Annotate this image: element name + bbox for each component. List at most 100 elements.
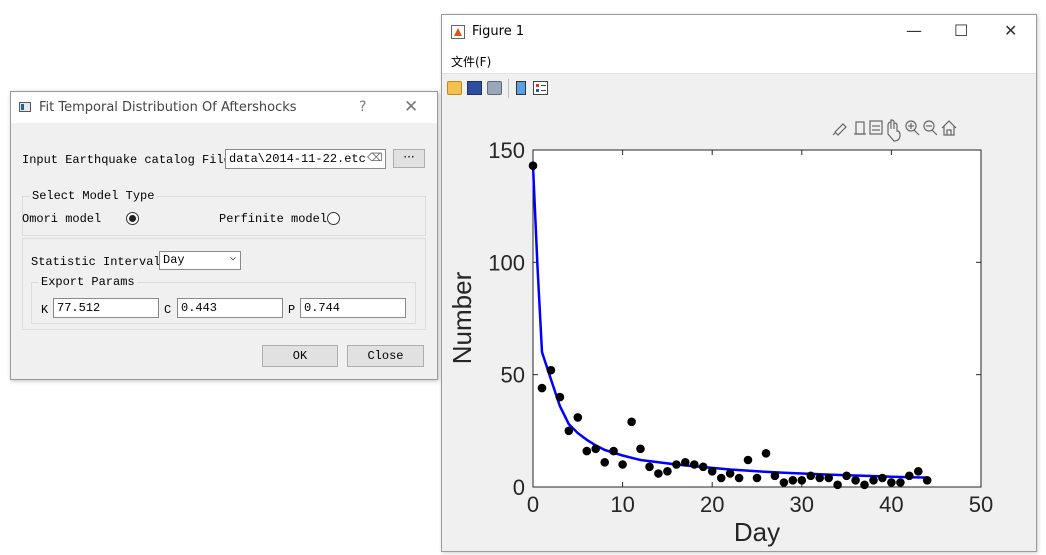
c-label: C — [164, 303, 172, 317]
data-point — [922, 476, 932, 485]
print-icon[interactable] — [487, 81, 502, 95]
matlab-icon — [451, 25, 465, 39]
data-point — [869, 476, 878, 485]
maximize-button[interactable]: ☐ — [954, 21, 969, 40]
data-point — [770, 471, 780, 481]
tick-group: 0 10 20 30 40 50 0 50 100 150 — [488, 138, 993, 517]
axes-toolbar — [832, 119, 957, 142]
y-tick-label: 100 — [488, 250, 525, 275]
data-point — [833, 480, 842, 490]
y-tick-label: 0 — [513, 475, 525, 500]
omori-radio[interactable] — [126, 212, 139, 225]
data-point — [743, 455, 753, 465]
data-point — [618, 460, 627, 469]
data-point — [681, 458, 690, 467]
chart[interactable]: 0 10 20 30 40 50 0 50 100 150 Day Number — [442, 104, 1036, 551]
data-point — [645, 462, 654, 472]
data-point — [815, 473, 824, 483]
pan-list-icon[interactable] — [869, 120, 883, 135]
help-button[interactable]: ? — [359, 99, 367, 115]
data-point — [851, 476, 860, 485]
model-type-group — [22, 196, 426, 236]
y-axis-label: Number — [447, 271, 477, 364]
fit-curve — [531, 165, 928, 479]
data-point — [555, 392, 565, 402]
close-button[interactable]: Close — [347, 345, 424, 367]
home-icon[interactable] — [941, 120, 957, 136]
app-icon — [19, 102, 31, 112]
c-input[interactable]: 0.443 — [177, 298, 283, 318]
data-point — [860, 480, 869, 490]
data-point — [698, 462, 708, 472]
interval-label: Statistic Interval — [31, 255, 161, 269]
figure-titlebar[interactable]: Figure 1 — ☐ ✕ — [442, 15, 1036, 47]
x-tick-label: 10 — [610, 492, 634, 517]
export-params-label: Export Params — [39, 275, 137, 289]
data-point — [788, 476, 798, 485]
data-point — [878, 473, 887, 483]
data-point — [663, 467, 672, 476]
perfinite-radio[interactable] — [327, 212, 340, 225]
save-icon[interactable] — [467, 81, 482, 95]
data-point — [627, 417, 636, 427]
figure-window: Figure 1 — ☐ ✕ 文件(F) — [441, 14, 1037, 552]
data-point — [896, 478, 905, 487]
data-point — [707, 467, 717, 476]
data-point — [537, 383, 547, 393]
p-input[interactable]: 0.744 — [300, 298, 406, 318]
data-point — [761, 449, 771, 458]
x-tick-label: 50 — [969, 492, 993, 517]
brush-icon[interactable] — [832, 123, 847, 136]
y-tick-label: 50 — [501, 363, 525, 388]
perfinite-label: Perfinite model — [219, 212, 328, 226]
browse-button[interactable]: ··· — [393, 149, 425, 168]
data-point — [716, 473, 726, 483]
menu-file[interactable]: 文件(F) — [451, 55, 492, 69]
figure-title: Figure 1 — [472, 24, 525, 39]
legend-icon[interactable] — [533, 81, 548, 95]
ok-button[interactable]: OK — [262, 345, 338, 367]
zoom-in-icon[interactable] — [905, 120, 920, 136]
menu-bar: 文件(F) — [442, 48, 1036, 70]
figure-toolbar — [442, 73, 1036, 105]
interval-select[interactable]: Day ⌵ — [159, 251, 241, 270]
file-path-input[interactable]: data\2014-11-22.etc — [225, 149, 386, 169]
k-label: K — [41, 303, 49, 317]
x-tick-label: 20 — [700, 492, 724, 517]
dialog-titlebar[interactable]: Fit Temporal Distribution Of Aftershocks… — [11, 92, 437, 123]
dialog-close-button[interactable]: ✕ — [404, 97, 419, 117]
minimize-button[interactable]: — — [906, 21, 922, 40]
y-tick-label: 150 — [488, 138, 525, 163]
file-path-value: data\2014-11-22.etc — [229, 152, 366, 166]
data-point — [636, 444, 645, 454]
pan-icon[interactable] — [887, 119, 901, 142]
x-axis-label: Day — [734, 517, 780, 547]
data-point — [546, 365, 556, 375]
k-input[interactable]: 77.512 — [53, 298, 159, 318]
fit-dialog: Fit Temporal Distribution Of Aftershocks… — [10, 91, 438, 380]
figure-close-button[interactable]: ✕ — [1004, 21, 1018, 40]
data-point — [725, 469, 735, 478]
p-value: 0.744 — [304, 301, 341, 315]
data-point — [806, 471, 816, 481]
input-file-label: Input Earthquake catalog File — [22, 153, 231, 167]
model-type-label: Select Model Type — [30, 189, 157, 203]
c-value: 0.443 — [181, 301, 218, 315]
datatip-icon[interactable] — [854, 121, 866, 135]
data-point — [842, 471, 851, 481]
colorbar-icon[interactable] — [516, 81, 526, 95]
data-point — [573, 413, 583, 422]
data-point — [672, 460, 681, 469]
data-point — [914, 467, 923, 476]
clear-icon[interactable]: ⌫ — [367, 151, 383, 164]
x-tick-label: 40 — [879, 492, 903, 517]
dialog-title: Fit Temporal Distribution Of Aftershocks — [39, 100, 297, 115]
data-point — [654, 469, 663, 478]
interval-value: Day — [163, 253, 185, 267]
open-icon[interactable] — [447, 81, 462, 95]
zoom-out-icon[interactable] — [923, 120, 938, 136]
export-params-group — [31, 282, 416, 324]
axes-background — [532, 149, 982, 488]
toolbar-divider — [508, 79, 509, 98]
data-point — [797, 476, 807, 485]
